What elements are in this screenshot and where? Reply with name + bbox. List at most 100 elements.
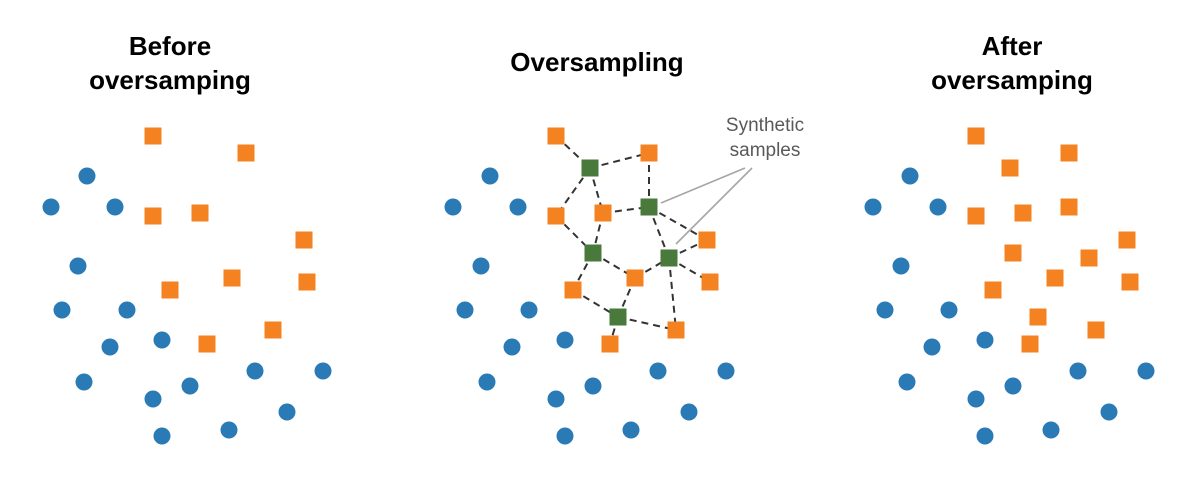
- annotation-pointer-line: [660, 167, 746, 204]
- minority-square: [601, 335, 619, 353]
- majority-circle: [923, 338, 941, 356]
- majority-circle: [1004, 377, 1022, 395]
- minority-square: [594, 204, 612, 222]
- synthetic-square: [660, 249, 678, 267]
- majority-circle: [153, 331, 171, 349]
- minority-square: [1087, 321, 1105, 339]
- minority-square: [295, 231, 313, 249]
- minority-square: [1001, 159, 1019, 177]
- majority-circle: [520, 301, 538, 319]
- majority-circle: [144, 390, 162, 408]
- minority-square: [698, 231, 716, 249]
- minority-square: [547, 127, 565, 145]
- synthetic-link-line: [589, 152, 650, 169]
- minority-square: [984, 281, 1002, 299]
- synthetic-link-line: [555, 215, 594, 254]
- synthetic-link-line: [648, 206, 708, 241]
- minority-square: [1060, 144, 1078, 162]
- majority-circle: [78, 167, 96, 185]
- minority-square: [667, 321, 685, 339]
- oversampling-title: Oversampling: [510, 47, 684, 77]
- annotation-line2: samples: [729, 140, 801, 161]
- majority-circle: [69, 257, 87, 275]
- majority-circle: [649, 362, 667, 380]
- majority-circle: [509, 198, 527, 216]
- minority-square: [564, 281, 582, 299]
- synthetic-link-line: [668, 257, 677, 331]
- synthetic-square: [584, 244, 602, 262]
- minority-square: [1014, 204, 1032, 222]
- majority-circle: [472, 257, 490, 275]
- before-title-line2: oversamping: [89, 65, 251, 95]
- majority-circle: [1100, 403, 1118, 421]
- majority-circle: [929, 198, 947, 216]
- majority-circle: [181, 377, 199, 395]
- majority-circle: [556, 427, 574, 445]
- synthetic-link-line: [648, 206, 670, 259]
- majority-circle: [898, 373, 916, 391]
- majority-circle: [314, 362, 332, 380]
- minority-square: [237, 144, 255, 162]
- majority-circle: [278, 403, 296, 421]
- before-panel: [42, 127, 332, 445]
- majority-circle: [1137, 362, 1155, 380]
- synthetic-samples-annotation: Synthetic samples: [700, 113, 830, 163]
- majority-circle: [967, 390, 985, 408]
- minority-square: [1080, 249, 1098, 267]
- synthetic-square: [581, 159, 599, 177]
- majority-circle: [622, 421, 640, 439]
- majority-circle: [478, 373, 496, 391]
- majority-circle: [444, 198, 462, 216]
- minority-square: [298, 273, 316, 291]
- majority-circle: [680, 403, 698, 421]
- majority-circle: [876, 301, 894, 319]
- majority-circle: [75, 373, 93, 391]
- minority-square: [701, 273, 719, 291]
- majority-circle: [976, 427, 994, 445]
- majority-circle: [976, 331, 994, 349]
- before-title-line1: Before: [128, 31, 212, 61]
- majority-circle: [42, 198, 60, 216]
- minority-square: [264, 321, 282, 339]
- minority-square: [1004, 244, 1022, 262]
- minority-square: [1021, 335, 1039, 353]
- majority-circle: [246, 362, 264, 380]
- majority-circle: [220, 421, 238, 439]
- minority-square: [967, 127, 985, 145]
- annotation-pointer-line: [675, 167, 753, 245]
- after-panel-title: After oversamping: [912, 29, 1112, 97]
- oversampling-panel: [444, 127, 735, 445]
- minority-square: [144, 127, 162, 145]
- minority-square: [1029, 308, 1047, 326]
- synthetic-link-line: [572, 289, 619, 318]
- majority-circle: [53, 301, 71, 319]
- majority-circle: [901, 167, 919, 185]
- minority-square: [640, 144, 658, 162]
- synthetic-link-line: [617, 316, 677, 331]
- majority-circle: [556, 331, 574, 349]
- majority-circle: [153, 427, 171, 445]
- annotation-line1: Synthetic: [725, 115, 805, 136]
- minority-square: [547, 207, 565, 225]
- majority-circle: [481, 167, 499, 185]
- majority-circle: [892, 257, 910, 275]
- minority-square: [223, 269, 241, 287]
- before-panel-title: Before oversamping: [70, 29, 270, 97]
- after-title-line2: oversamping: [931, 65, 1093, 95]
- majority-circle: [940, 301, 958, 319]
- majority-circle: [717, 362, 735, 380]
- majority-circle: [1042, 421, 1060, 439]
- minority-square: [1121, 273, 1139, 291]
- majority-circle: [456, 301, 474, 319]
- synthetic-connection-lines: [555, 135, 711, 345]
- annotation-pointer-lines: [660, 167, 753, 245]
- majority-circle: [1069, 362, 1087, 380]
- after-panel: [864, 127, 1155, 445]
- after-title-line1: After: [981, 31, 1043, 61]
- minority-square: [198, 335, 216, 353]
- oversampling-panel-title: Oversampling: [477, 45, 717, 79]
- majority-circle: [106, 198, 124, 216]
- majority-circle: [864, 198, 882, 216]
- synthetic-square: [609, 308, 627, 326]
